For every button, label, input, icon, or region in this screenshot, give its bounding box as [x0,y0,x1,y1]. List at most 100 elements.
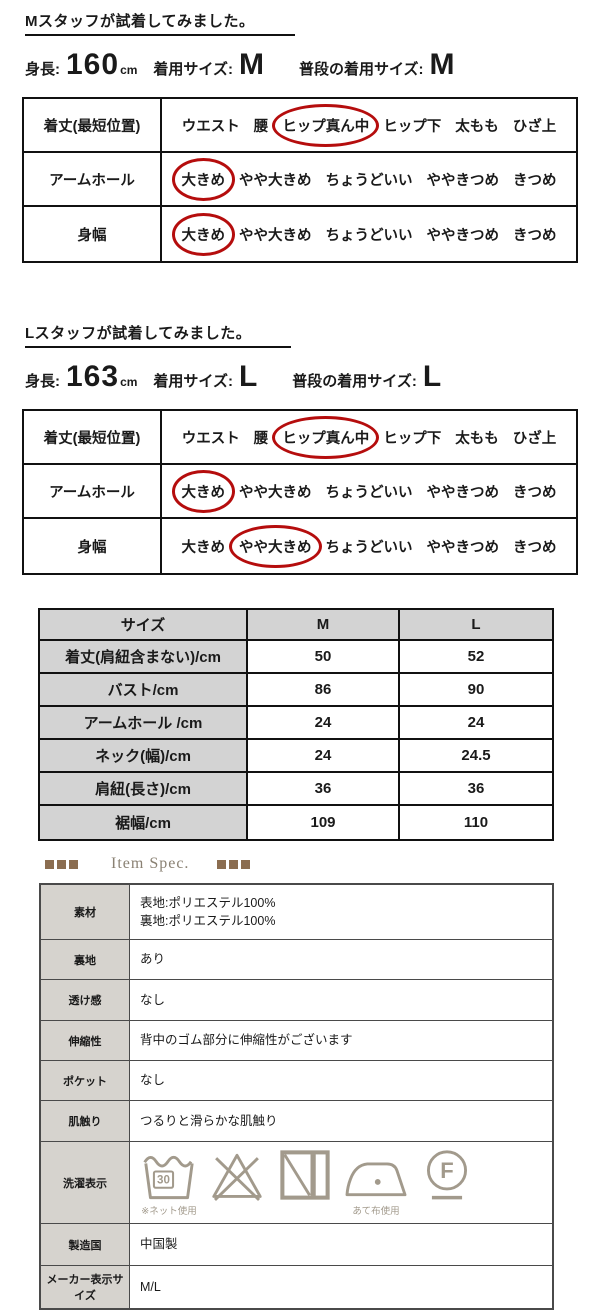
fit-row-options: 大きめ やや大きめ ちょうどいい ややきつめ きつめ [162,519,576,573]
size-value-cell: 50 [248,641,400,672]
fit-table: 着丈(最短位置) ウエスト腰ヒップ真ん中 ヒップ下 太もも ひざ上 アームホール 大きめ やや… [22,97,578,263]
spec-row-value: 30 ※ネット使用 あて布使用 F [130,1142,552,1223]
size-row-label: 裾幅/cm [40,806,248,839]
fit-option-circled: ヒップ真ん中 [272,415,380,459]
size-row-label: アームホール /cm [40,707,248,738]
stat-value: L [238,360,259,393]
size-value-cell: 36 [248,773,400,804]
deco-squares-left-icon [45,859,81,869]
spec-row: メーカー表示サイズ M/L [41,1266,552,1308]
stat-group: 着用サイズ: M [153,48,265,82]
size-value-cell: 52 [400,641,552,672]
stat-value: 163 [66,360,120,393]
fit-table-row: 身幅 大きめ やや大きめ ちょうどいい ややきつめ きつめ [24,519,576,573]
spec-row-value: 背中のゴム部分に伸縮性がございます [140,1033,353,1048]
size-row-label: バスト/cm [40,674,248,705]
stat-group: 着用サイズ: L [153,360,258,394]
size-value-cell: 24 [248,707,400,738]
stat-group: 身長: 160 cm [25,48,137,82]
staff-stats-line: 身長: 160 cm 着用サイズ: M 普段の着用サイズ: M [25,48,600,84]
stat-value: M [238,48,265,81]
fit-option: 腰 [253,118,269,135]
size-table-row: アームホール /cm 24 24 [40,707,552,740]
dry-clean-f-icon: F [418,1146,476,1204]
fit-row-label: 身幅 [24,519,162,573]
fit-option: ちょうどいい [325,227,413,244]
size-row-label: 肩紐(長さ)/cm [40,773,248,804]
stat-group: 普段の着用サイズ: L [292,360,442,394]
size-row-label: 着丈(肩紐含まない)/cm [40,641,248,672]
size-value-cell: 24.5 [400,740,552,771]
stat-group: 普段の着用サイズ: M [299,48,456,82]
stat-group: 身長: 163 cm [25,360,137,394]
size-table-header-row: サイズ M L [40,610,552,641]
fit-option: やや大きめ [239,172,312,189]
fit-row-label: 着丈(最短位置) [24,99,162,151]
size-table-header-cell: L [400,610,552,639]
size-row-label: ネック(幅)/cm [40,740,248,771]
fit-row-label: 着丈(最短位置) [24,411,162,463]
spec-row-value: 中国製 [140,1237,178,1252]
fit-option: ややきつめ [426,484,500,501]
laundry-icon-caption: ※ネット使用 [141,1206,197,1218]
spec-row: 透け感 なし [41,980,552,1021]
size-table-row: 裾幅/cm 109 110 [40,806,552,839]
fit-section-m: Mスタッフが試着してみました。 身長: 160 cm 着用サイズ: M 普段の着用サイズ: M… [0,10,600,263]
spec-row: 裏地 あり [41,940,552,980]
spec-row: ポケット なし [41,1061,552,1101]
size-table-header-cell: サイズ [40,610,248,639]
fit-row-options: ウエスト腰ヒップ真ん中 ヒップ下 太もも ひざ上 [162,411,576,463]
fit-option-circled: やや大きめ [229,524,321,568]
laundry-icons: 30 ※ネット使用 あて布使用 F [140,1146,476,1219]
fit-option: ひざ上 [512,430,557,447]
size-value-cell: 24 [400,707,552,738]
size-table-header-cell: M [248,610,400,639]
fit-row-label: 身幅 [24,207,162,261]
size-table-row: 着丈(肩紐含まない)/cm 50 52 [40,641,552,674]
spec-row: 肌触り つるりと滑らかな肌触り [41,1101,552,1142]
size-value-cell: 36 [400,773,552,804]
spec-row-label: メーカー表示サイズ [41,1266,130,1308]
item-spec-table: 素材 表地:ポリエステル100% 裏地:ポリエステル100% 裏地 あり 透け感 なし 伸縮… [39,883,554,1310]
svg-text:30: 30 [157,1174,170,1187]
stat-value: 160 [66,48,120,81]
spec-row-label: 洗濯表示 [41,1142,130,1223]
staff-stats-line: 身長: 163 cm 着用サイズ: L 普段の着用サイズ: L [25,360,600,396]
spec-row-value: あり [140,952,166,967]
spec-row-value: つるりと滑らかな肌触り [140,1113,278,1128]
size-table: サイズ M L 着丈(肩紐含まない)/cm 50 52 バスト/cm 86 90 アームホール /… [38,608,554,841]
svg-text:F: F [440,1158,453,1183]
size-value-cell: 109 [248,806,400,839]
fit-option: ちょうどいい [325,484,413,501]
spec-row-value: M/L [140,1279,161,1294]
size-table-row: バスト/cm 86 90 [40,674,552,707]
stat-label: 普段の着用サイズ: [292,373,417,390]
spec-row-label: 透け感 [41,980,130,1020]
fit-section-l: Lスタッフが試着してみました。 身長: 163 cm 着用サイズ: L 普段の着用サイズ: L… [0,322,600,575]
fit-row-label: アームホール [24,465,162,517]
size-table-row: ネック(幅)/cm 24 24.5 [40,740,552,773]
line-dry-in-shade-icon [276,1146,334,1204]
spec-row-value: 表地:ポリエステル100% 裏地:ポリエステル100% [140,895,276,928]
fit-row-options: 大きめ やや大きめ ちょうどいい ややきつめ きつめ [162,153,576,205]
stat-unit: cm [120,63,138,77]
fit-row-options: ウエスト腰ヒップ真ん中 ヒップ下 太もも ひざ上 [162,99,576,151]
fit-table-row: 着丈(最短位置) ウエスト腰ヒップ真ん中 ヒップ下 太もも ひざ上 [24,99,576,153]
fit-option: 腰 [253,430,269,447]
spec-row-label: 伸縮性 [41,1021,130,1060]
fit-table-row: 身幅 大きめ やや大きめ ちょうどいい ややきつめ きつめ [24,207,576,261]
spec-row: 製造国 中国製 [41,1224,552,1266]
stat-unit: cm [120,375,138,389]
fit-row-options: 大きめ やや大きめ ちょうどいい ややきつめ きつめ [162,465,576,517]
spec-row-label: 肌触り [41,1101,130,1141]
iron-with-cloth-icon: あて布使用 [344,1146,408,1219]
spec-row: 素材 表地:ポリエステル100% 裏地:ポリエステル100% [41,885,552,940]
laundry-icon-caption: あて布使用 [352,1206,400,1218]
fit-option: ちょうどいい [325,539,413,556]
fit-option: ウエスト [181,118,240,135]
fit-option: ヒップ下 [383,118,442,135]
fit-option-circled: ヒップ真ん中 [272,103,380,147]
spec-row-label: ポケット [41,1061,130,1100]
fit-option: やや大きめ [239,484,312,501]
